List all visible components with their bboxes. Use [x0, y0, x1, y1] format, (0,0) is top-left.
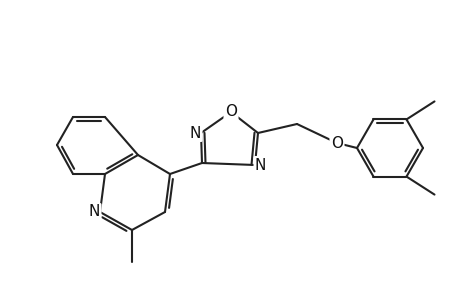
- Text: N: N: [89, 205, 100, 220]
- Text: O: O: [330, 136, 342, 151]
- Text: N: N: [254, 158, 266, 172]
- Text: O: O: [224, 104, 236, 119]
- Text: N: N: [189, 125, 201, 140]
